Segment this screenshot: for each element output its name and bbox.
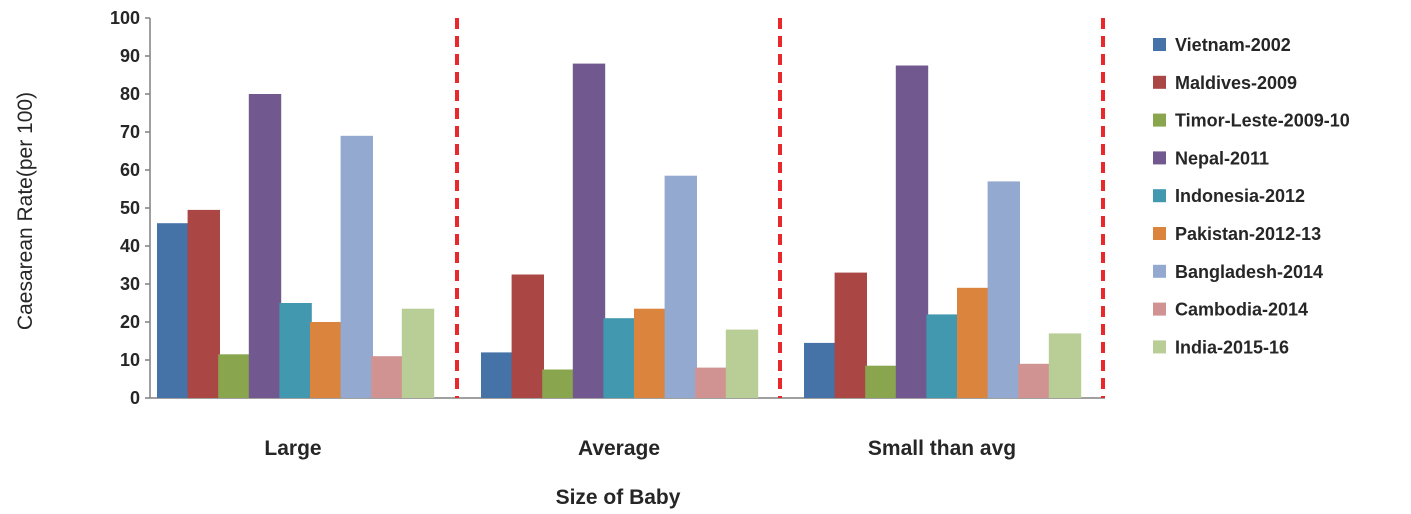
bar-indonesia-2012-small-than-avg [926, 314, 959, 398]
bar-maldives-2009-small-than-avg [834, 272, 867, 398]
legend-label: India-2015-16 [1175, 337, 1289, 357]
y-tick-label: 0 [130, 388, 140, 408]
bar-nepal-2011-large [248, 94, 282, 398]
y-tick-label: 20 [120, 312, 140, 332]
bar-pakistan-2012-13-large [310, 322, 343, 398]
legend-swatch [1153, 189, 1166, 203]
x-category-label: Large [264, 437, 321, 460]
bar-pakistan-2012-13-average [634, 308, 667, 398]
legend-label: Timor-Leste-2009-10 [1175, 111, 1350, 131]
bar-vietnam-2002-small-than-avg [804, 342, 837, 398]
bar-maldives-2009-large [187, 209, 220, 398]
legend-label: Bangladesh-2014 [1175, 262, 1323, 282]
bar-cambodia-2014-small-than-avg [1018, 363, 1051, 398]
bar-bangladesh-2014-average [664, 175, 697, 398]
bar-indonesia-2012-average [603, 318, 636, 398]
y-tick-labels: 0 10 20 30 40 50 60 70 80 90 100 [110, 8, 150, 408]
legend-swatch [1153, 75, 1166, 89]
legend-swatch [1153, 227, 1166, 240]
bar-timor-leste-2009-10-large [218, 354, 251, 398]
legend-swatch [1153, 113, 1166, 127]
y-tick-label: 60 [120, 160, 140, 180]
y-tick-label: 100 [110, 8, 140, 28]
x-category-label: Small than avg [868, 437, 1016, 460]
y-tick-label: 80 [120, 84, 140, 104]
legend-swatch [1153, 38, 1166, 51]
y-tick-label: 50 [120, 198, 140, 218]
y-tick-label: 40 [120, 236, 140, 256]
legend-label: Pakistan-2012-13 [1175, 224, 1321, 244]
legend-swatch [1153, 151, 1166, 165]
bar-india-2015-16-large [401, 308, 435, 398]
legend-label: Vietnam-2002 [1175, 35, 1291, 55]
x-category-labels: Large Average Small than avg [264, 437, 1016, 460]
legend-swatch [1153, 264, 1166, 278]
bar-vietnam-2002-average [481, 352, 514, 398]
bar-india-2015-16-average [725, 329, 759, 398]
bar-cambodia-2014-large [371, 356, 404, 398]
y-tick-label: 90 [120, 46, 140, 66]
legend-swatch [1153, 302, 1166, 316]
legend-label: Indonesia-2012 [1175, 186, 1305, 206]
bar-vietnam-2002-large [157, 223, 190, 398]
bar-timor-leste-2009-10-small-than-avg [865, 365, 898, 398]
legend-label: Nepal-2011 [1175, 148, 1269, 168]
bar-bangladesh-2014-small-than-avg [987, 181, 1020, 398]
y-tick-label: 30 [120, 274, 140, 294]
x-category-label: Average [578, 437, 660, 460]
bar-timor-leste-2009-10-average [542, 369, 575, 398]
x-axis-label: Size of Baby [556, 486, 681, 509]
legend-swatch [1153, 340, 1166, 354]
bars [157, 63, 1082, 399]
bar-nepal-2011-small-than-avg [895, 65, 929, 398]
group-separators [455, 18, 1105, 398]
bar-india-2015-16-small-than-avg [1048, 333, 1082, 398]
legend-label: Cambodia-2014 [1175, 300, 1308, 320]
bar-nepal-2011-average [572, 63, 606, 398]
bar-pakistan-2012-13-small-than-avg [957, 287, 990, 398]
legend: Vietnam-2002 Maldives-2009 Timor-Leste-200… [1153, 35, 1350, 357]
y-tick-label: 10 [120, 350, 140, 370]
bar-cambodia-2014-average [695, 367, 728, 398]
y-axis-label: Caesarean Rate(per 100) [14, 92, 37, 330]
legend-label: Maldives-2009 [1175, 73, 1297, 93]
bar-maldives-2009-average [511, 274, 544, 398]
bar-bangladesh-2014-large [340, 135, 373, 399]
bar-indonesia-2012-large [279, 303, 312, 398]
y-tick-label: 70 [120, 122, 140, 142]
